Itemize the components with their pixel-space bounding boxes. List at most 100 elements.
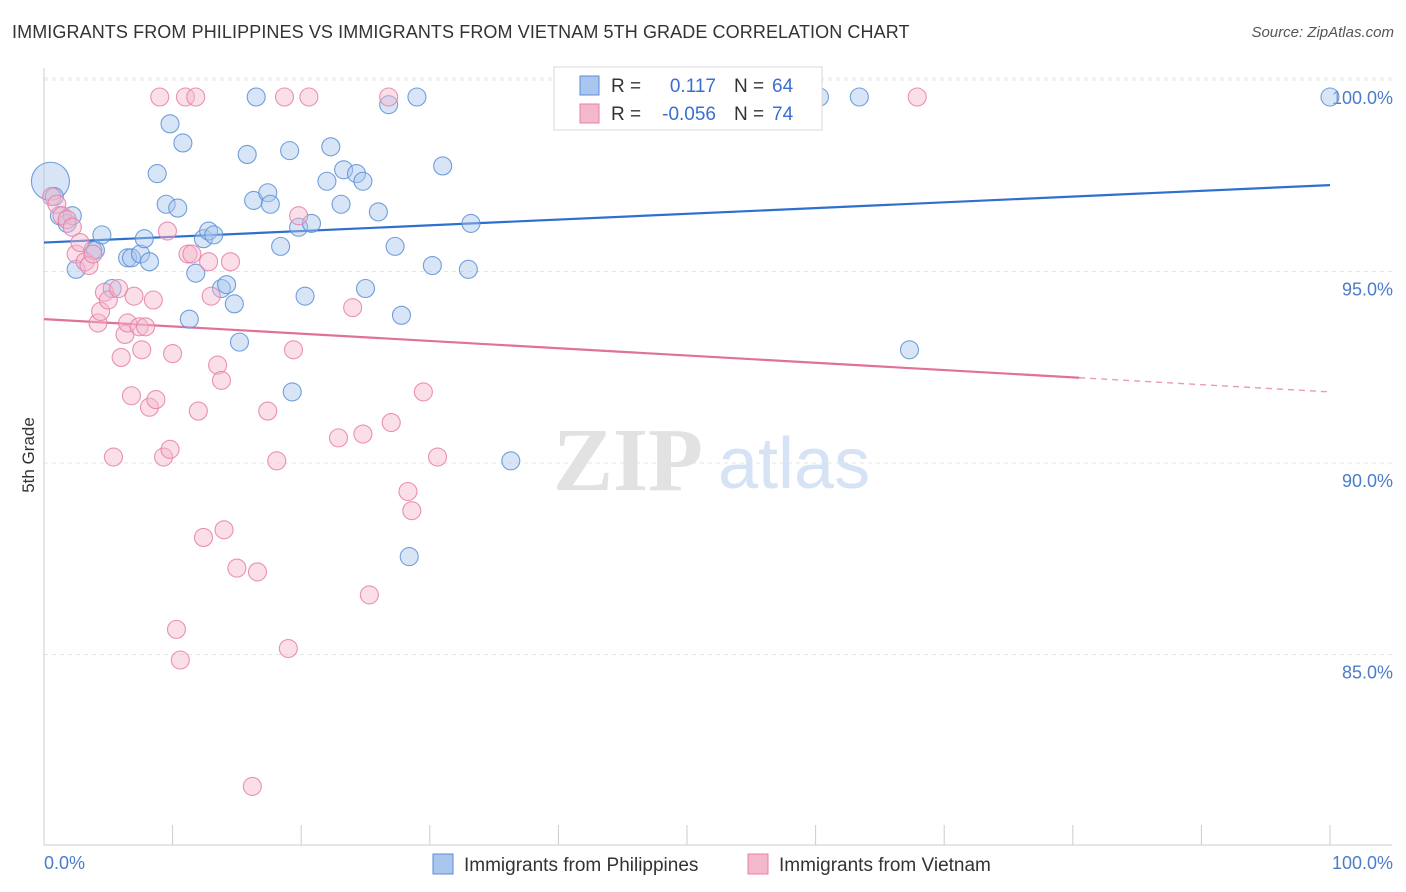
- chart-title: IMMIGRANTS FROM PHILIPPINES VS IMMIGRANT…: [12, 22, 910, 42]
- point-vietnam: [258, 401, 278, 421]
- point-vietnam: [103, 447, 123, 467]
- point-philippines: [271, 236, 291, 256]
- point-vietnam: [175, 87, 196, 107]
- point-philippines: [224, 294, 244, 314]
- point-vietnam: [121, 386, 141, 406]
- stats-r-label-2: R =: [611, 104, 641, 125]
- trend-line-1: [43, 318, 1080, 379]
- watermark-zip: ZIP: [553, 411, 703, 510]
- point-vietnam: [208, 355, 228, 375]
- point-vietnam: [353, 424, 373, 444]
- stats-legend-swatch-blue: [579, 75, 600, 96]
- axes: 100.0% 95.0% 90.0% 85.0% 0.0% 100.0%: [43, 68, 1393, 873]
- point-vietnam: [139, 397, 160, 417]
- y-tick-label: 95.0%: [1342, 280, 1393, 300]
- x-tick-label-max: 100.0%: [1332, 853, 1393, 873]
- point-vietnam: [109, 278, 129, 299]
- point-philippines: [30, 161, 70, 201]
- point-vietnam: [132, 340, 152, 360]
- point-vietnam: [214, 520, 234, 540]
- point-vietnam: [124, 286, 144, 306]
- bottom-legend: Immigrants from Philippines Immigrants f…: [432, 853, 991, 876]
- point-vietnam: [166, 619, 187, 639]
- point-philippines: [321, 137, 341, 157]
- x-tick-label-min: 0.0%: [44, 853, 85, 873]
- point-vietnam: [359, 585, 379, 605]
- point-philippines: [334, 160, 354, 180]
- point-vietnam: [157, 221, 178, 241]
- watermark: ZIP atlas: [553, 411, 870, 510]
- point-vietnam: [242, 776, 262, 796]
- point-philippines: [422, 255, 442, 276]
- point-vietnam: [143, 290, 163, 310]
- point-vietnam: [118, 313, 138, 333]
- y-tick-label: 90.0%: [1342, 471, 1393, 491]
- point-philippines: [295, 286, 315, 306]
- trend-line-0: [43, 183, 1331, 244]
- point-philippines: [501, 451, 521, 471]
- point-vietnam: [150, 87, 170, 107]
- point-vietnam: [413, 382, 433, 402]
- point-philippines: [1320, 87, 1340, 107]
- point-philippines: [391, 305, 412, 325]
- point-vietnam: [267, 451, 287, 471]
- point-philippines: [899, 340, 920, 360]
- point-vietnam: [278, 638, 298, 659]
- y-axis-label: 5th Grade: [19, 417, 38, 493]
- stats-n-label-2: N =: [734, 104, 764, 125]
- point-vietnam: [907, 87, 927, 107]
- stats-r-value-2: -0.056: [662, 104, 716, 125]
- point-philippines: [399, 547, 419, 567]
- y-tick-label: 100.0%: [1332, 88, 1393, 108]
- bottom-legend-label-vietnam: Immigrants from Vietnam: [779, 855, 991, 876]
- point-vietnam: [182, 244, 202, 264]
- point-vietnam: [402, 501, 422, 521]
- point-vietnam: [79, 255, 99, 276]
- point-vietnam: [199, 252, 219, 272]
- point-vietnam: [247, 562, 268, 582]
- point-vietnam: [129, 317, 149, 337]
- point-philippines: [331, 194, 351, 214]
- point-philippines: [407, 87, 427, 107]
- bottom-legend-swatch-vietnam: [747, 853, 769, 875]
- point-philippines: [160, 114, 180, 134]
- point-philippines: [289, 217, 309, 237]
- point-philippines: [280, 141, 300, 161]
- point-philippines: [134, 229, 154, 249]
- point-philippines: [179, 309, 199, 329]
- point-vietnam: [47, 194, 67, 214]
- point-philippines: [260, 194, 280, 214]
- bottom-legend-label-philippines: Immigrants from Philippines: [464, 855, 698, 876]
- point-vietnam: [274, 87, 295, 107]
- point-vietnam: [91, 301, 111, 322]
- bottom-legend-swatch-philippines: [432, 853, 454, 875]
- point-philippines: [173, 133, 193, 153]
- point-philippines: [461, 213, 481, 233]
- point-philippines: [355, 278, 376, 299]
- point-vietnam: [201, 286, 221, 306]
- point-vietnam: [83, 244, 103, 264]
- point-philippines: [147, 164, 167, 184]
- point-vietnam: [188, 401, 208, 421]
- point-vietnam: [398, 481, 418, 502]
- point-philippines: [385, 236, 405, 256]
- point-philippines: [204, 225, 224, 245]
- point-vietnam: [379, 87, 399, 107]
- stats-r-value-1: 0.117: [670, 76, 716, 97]
- point-vietnam: [220, 252, 241, 272]
- point-vietnam: [186, 87, 206, 107]
- point-philippines: [379, 95, 399, 115]
- stats-n-value-2: 74: [772, 104, 794, 125]
- point-philippines: [368, 202, 388, 222]
- point-philippines: [458, 259, 478, 279]
- point-vietnam: [88, 313, 108, 333]
- point-vietnam: [154, 447, 174, 467]
- point-vietnam: [211, 370, 232, 390]
- point-philippines: [199, 221, 219, 241]
- point-philippines: [849, 87, 869, 107]
- point-philippines: [168, 198, 188, 218]
- stats-n-label-1: N =: [734, 76, 764, 97]
- source-label: Source: ZipAtlas.com: [1251, 24, 1394, 41]
- stats-r-label-1: R =: [611, 76, 641, 97]
